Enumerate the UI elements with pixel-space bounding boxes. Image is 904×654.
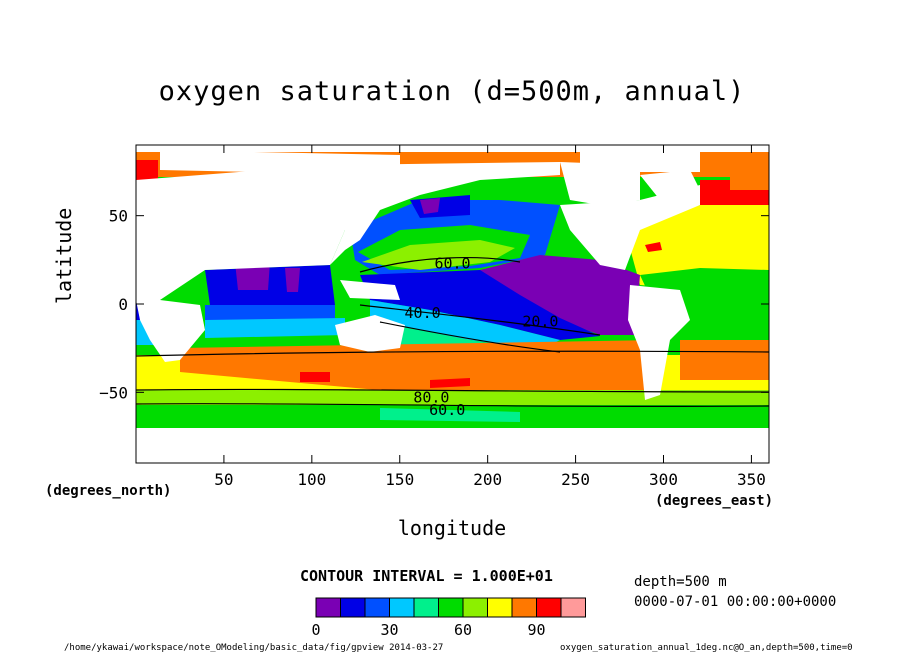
region-indian-blue2 [205,305,335,322]
region-okhotsk-purple [420,198,440,214]
land-maritime-continent [340,280,400,300]
contour-label: 40.0 [405,304,441,322]
colorbar-swatch [536,597,562,618]
colorbar-swatch [560,597,586,618]
region-pacific-blue-band [360,270,600,340]
land-canada-arctic [580,150,700,172]
x-tick-label: 300 [649,470,678,489]
time-label: 0000-07-01 00:00:00+0000 [634,594,837,610]
contour-line-60-north [359,256,521,273]
colorbar-tick-label: 60 [454,621,472,639]
x-tick-label: 50 [214,470,233,489]
region-pacific-omz [470,255,640,335]
colorbar-tick-label: 30 [380,621,398,639]
land-greenland [640,170,700,200]
land-africa-south [136,300,205,362]
x-tick-label: 350 [737,470,766,489]
contour-line-60-south [135,402,770,408]
region-bay-of-bengal [285,268,300,292]
patch-southern-red2 [430,378,470,388]
y-tick-label: 0 [118,295,128,314]
band-south-atlantic-orange [680,340,769,380]
band-southern-teal [380,408,520,422]
colorbar-swatch [462,597,488,618]
region-indian-cyan [205,318,345,338]
colorbar-swatch [315,597,341,618]
colorbar-tick-label: 0 [311,621,320,639]
colorbar-swatch [364,597,390,618]
patch-arctic-red-left [136,160,158,182]
patch-atlantic-red [645,242,662,252]
contour-line-80-south [135,388,770,393]
patch-arctic-orange-right [730,165,769,190]
x-tick-label: 250 [561,470,590,489]
colorbar-swatch [413,597,439,618]
land-antarctica [136,428,769,463]
x-axis-label: longitude [397,516,507,540]
band-southern-lime [136,390,769,405]
colorbar-swatch [487,597,513,618]
colorbar: 0 30 60 90 [311,597,586,639]
colorbar-swatch [438,597,464,618]
depth-label: depth=500 m [634,574,727,590]
x-tick-label: 200 [473,470,502,489]
patch-southern-red1 [300,372,330,382]
land-asia-north [330,162,560,265]
land-north-america-top [560,162,640,205]
colorbar-swatch [511,597,537,618]
contour-lines [135,256,770,408]
land-eurasia-africa-north [136,165,350,300]
y-tick-label: 50 [109,207,128,226]
x-tick-label: 150 [385,470,414,489]
y-axis-unit: (degrees_north) [45,483,172,499]
footer-file: oxygen_saturation_annual_1deg.nc@O_an,de… [560,643,853,653]
x-axis-unit: (degrees_east) [655,493,774,509]
y-tick-label: −50 [99,383,128,402]
footer-path: /home/ykawai/workspace/note_OModeling/ba… [64,643,444,653]
x-tick-label: 100 [297,470,326,489]
y-axis-label: latitude [52,207,76,304]
colorbar-tick-label: 90 [527,621,545,639]
contour-label: 60.0 [429,401,465,419]
contour-line-40 [379,321,561,353]
region-pacific-cyan-band [370,300,560,350]
colorbar-swatch [389,597,415,618]
region-north-atlantic [625,205,769,290]
contour-line-20 [359,304,601,336]
land-australia [335,315,405,352]
contour-label: 60.0 [434,254,470,272]
contour-line-90-south [135,350,770,357]
contour-labels-layer: 60.040.0 20.080.060.0 [405,254,559,419]
region-indian-blue [205,265,335,305]
land-siberia [160,150,400,175]
land-south-america [628,285,690,400]
ticks-layer: 50 100 150 200 250 300 350 50 0 −50 [99,145,769,489]
contour-label: 80.0 [413,389,449,407]
contour-label: 20.0 [522,313,558,331]
chart-title: oxygen saturation (d=500m, annual) [158,76,746,107]
region-arabian-sea [235,262,270,290]
land-north-america [560,185,700,270]
colorbar-swatch [340,597,366,618]
contour-interval-label: CONTOUR INTERVAL = 1.000E+01 [300,567,553,585]
